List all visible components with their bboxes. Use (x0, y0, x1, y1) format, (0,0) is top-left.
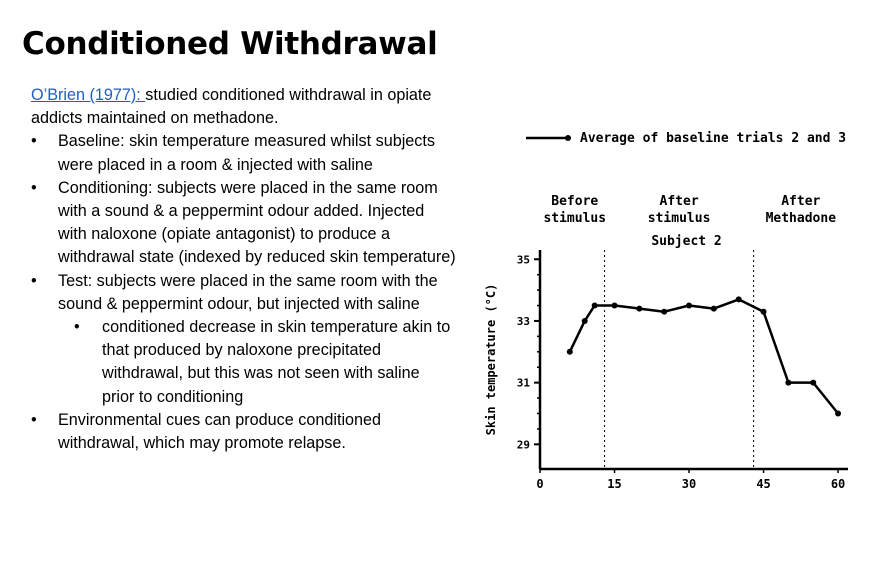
phase-label-2-line2: Methadone (766, 211, 837, 226)
series-0-point (611, 302, 618, 309)
y-tick-label-1: 31 (517, 377, 531, 390)
phase-dividers (604, 250, 755, 469)
series-line-0 (568, 298, 840, 415)
plot-area (566, 296, 842, 417)
y-tick-label-0: 29 (517, 438, 530, 451)
series-0-point (835, 410, 842, 417)
legend-label-0: Average of baseline trials 2 and 3 (580, 131, 846, 146)
x-tick-label-2: 30 (682, 477, 696, 491)
intro-paragraph: O’Brien (1977): studied conditioned with… (31, 84, 456, 130)
series-0-point (661, 308, 668, 315)
chart-title: Subject 2 (651, 234, 721, 249)
chart-figure: Average of baseline trials 2 and 3 Befor… (470, 120, 869, 500)
slide-title: Conditioned Withdrawal (22, 26, 438, 62)
series-0-point (735, 296, 742, 303)
phase-label-0-line1: Before (551, 194, 598, 209)
series-0-point (581, 317, 588, 324)
y-tick-label-2: 33 (517, 315, 530, 328)
body-text: O’Brien (1977): studied conditioned with… (31, 84, 456, 455)
phase-label-1-line1: After (660, 194, 699, 209)
series-0-point (810, 379, 817, 386)
phase-labels: Before stimulus After stimulus After Methadon… (543, 194, 836, 226)
sub-bullet-conditioned-decrease: conditioned decrease in skin temperature… (58, 316, 456, 409)
series-0-point (686, 302, 693, 309)
bullet-test: Test: subjects were placed in the same r… (31, 270, 456, 409)
phase-label-1-line2: stimulus (648, 211, 711, 226)
x-tick-label-3: 45 (756, 477, 770, 491)
citation-link[interactable]: O’Brien (1977): (31, 86, 146, 104)
bullet-list: Baseline: skin temperature measured whil… (31, 130, 456, 455)
series-0-point (760, 308, 767, 315)
bullet-test-text: Test: subjects were placed in the same r… (58, 271, 438, 313)
series-0-point (566, 348, 573, 355)
x-tick-label-4: 60 (831, 477, 845, 491)
chart-legend: Average of baseline trials 2 and 3 (526, 131, 846, 146)
legend-marker-0 (565, 135, 571, 141)
bullet-baseline: Baseline: skin temperature measured whil… (31, 130, 456, 176)
x-tick-label-0: 0 (536, 477, 543, 491)
series-0-point (710, 305, 717, 312)
x-tick-label-1: 15 (607, 477, 621, 491)
y-axis-label: Skin temperature (°C) (484, 284, 498, 436)
y-tick-label-3: 35 (517, 253, 530, 266)
bullet-environmental-cues: Environmental cues can produce condition… (31, 409, 456, 455)
sub-bullet-list: conditioned decrease in skin temperature… (58, 316, 456, 409)
phase-label-0-line2: stimulus (543, 211, 606, 226)
intro-text: studied conditioned withdrawal in opiate… (31, 86, 432, 128)
phase-label-2-line1: After (781, 194, 820, 209)
series-0-point (785, 379, 792, 386)
bullet-conditioning: Conditioning: subjects were placed in th… (31, 177, 456, 270)
chart-axes: 29 31 33 35 0 15 30 45 60 (517, 250, 848, 491)
chart-svg: Average of baseline trials 2 and 3 Befor… (484, 131, 848, 491)
series-0-point (591, 302, 598, 309)
series-0-point (636, 305, 643, 312)
